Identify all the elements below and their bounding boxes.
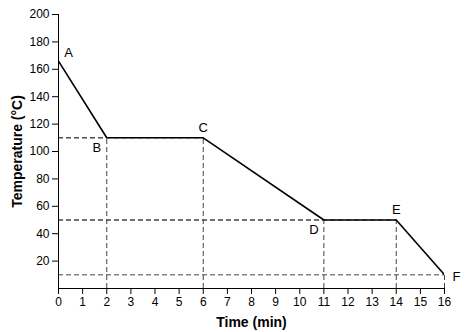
svg-text:D: D (309, 222, 318, 237)
svg-text:1: 1 (79, 295, 86, 309)
svg-text:16: 16 (438, 295, 452, 309)
svg-text:B: B (92, 140, 101, 155)
svg-text:9: 9 (272, 295, 279, 309)
svg-text:200: 200 (29, 7, 49, 21)
svg-text:5: 5 (176, 295, 183, 309)
svg-text:Temperature (°C): Temperature (°C) (9, 95, 25, 208)
svg-text:12: 12 (341, 295, 355, 309)
svg-text:C: C (199, 120, 208, 135)
svg-text:13: 13 (365, 295, 379, 309)
svg-text:100: 100 (29, 144, 49, 158)
svg-text:E: E (392, 202, 401, 217)
svg-text:0: 0 (55, 295, 62, 309)
svg-text:15: 15 (414, 295, 428, 309)
svg-text:F: F (453, 269, 461, 284)
svg-text:A: A (64, 45, 73, 60)
svg-text:10: 10 (293, 295, 307, 309)
svg-text:6: 6 (200, 295, 207, 309)
svg-text:11: 11 (318, 295, 331, 309)
svg-text:180: 180 (29, 35, 49, 49)
svg-text:20: 20 (36, 254, 50, 268)
svg-text:Time (min): Time (min) (216, 314, 287, 330)
svg-text:40: 40 (36, 227, 50, 241)
svg-text:80: 80 (36, 172, 50, 186)
svg-text:8: 8 (248, 295, 255, 309)
svg-text:3: 3 (128, 295, 135, 309)
svg-text:60: 60 (36, 199, 50, 213)
svg-text:160: 160 (29, 62, 49, 76)
svg-text:7: 7 (224, 295, 231, 309)
svg-text:4: 4 (152, 295, 159, 309)
svg-text:14: 14 (390, 295, 404, 309)
svg-text:140: 140 (29, 90, 49, 104)
svg-text:2: 2 (103, 295, 110, 309)
svg-text:120: 120 (29, 117, 49, 131)
